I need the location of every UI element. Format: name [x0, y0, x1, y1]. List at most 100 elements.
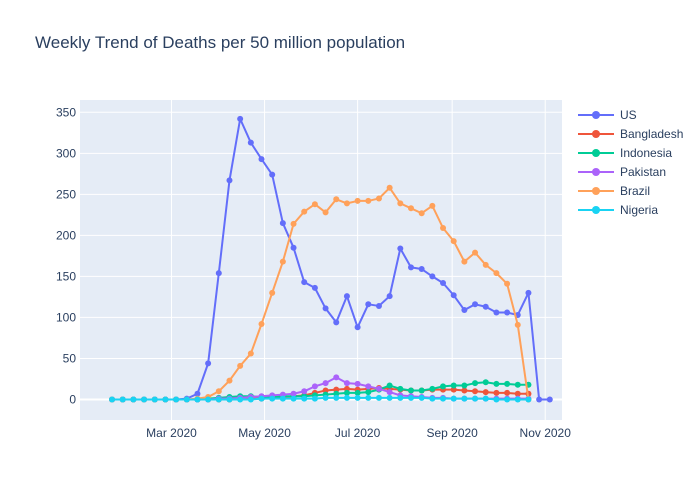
data-point — [418, 387, 425, 394]
data-point — [504, 309, 511, 316]
data-point — [493, 389, 500, 396]
x-tick-label: May 2020 — [238, 426, 291, 440]
legend-item[interactable]: Bangladesh — [578, 124, 683, 143]
data-point — [546, 396, 553, 403]
legend-swatch — [578, 110, 614, 120]
data-point — [440, 395, 447, 402]
data-point — [472, 388, 479, 395]
data-point — [333, 196, 340, 203]
data-point — [482, 379, 489, 386]
data-point — [461, 258, 468, 265]
data-point — [397, 245, 404, 252]
data-point — [504, 380, 511, 387]
data-point — [215, 270, 222, 277]
x-tick-labels: Mar 2020 May 2020 Jul 2020 Sep 2020 Nov 2020 — [146, 426, 571, 440]
legend-swatch — [578, 186, 614, 196]
data-point — [301, 208, 308, 215]
data-point — [386, 389, 393, 396]
data-point — [407, 394, 414, 401]
data-point — [343, 389, 350, 396]
data-point — [472, 395, 479, 402]
data-point — [151, 396, 158, 403]
data-point — [407, 205, 414, 212]
legend: US Bangladesh Indonesia Pakistan Brazil Niger… — [578, 105, 683, 219]
data-point — [450, 292, 457, 299]
data-point — [472, 301, 479, 308]
y-tick-label: 0 — [69, 392, 76, 406]
data-point — [397, 200, 404, 207]
data-point — [375, 302, 382, 309]
data-point — [141, 396, 148, 403]
data-point — [247, 350, 254, 357]
data-point — [493, 380, 500, 387]
data-point — [343, 394, 350, 401]
data-point — [482, 389, 489, 396]
data-point — [418, 266, 425, 273]
data-point — [354, 389, 361, 396]
data-point — [504, 389, 511, 396]
legend-item[interactable]: Nigeria — [578, 200, 683, 219]
data-point — [269, 395, 276, 402]
data-point — [301, 395, 308, 402]
data-point — [514, 396, 521, 403]
data-point — [397, 385, 404, 392]
data-point — [365, 383, 372, 390]
data-point — [472, 249, 479, 256]
data-point — [162, 396, 169, 403]
data-point — [493, 396, 500, 403]
data-point — [258, 321, 265, 327]
data-point — [365, 389, 372, 396]
data-point — [311, 395, 318, 402]
data-point — [493, 270, 500, 277]
data-point — [247, 396, 254, 403]
data-point — [525, 396, 532, 403]
data-point — [290, 244, 297, 251]
data-point — [504, 280, 511, 287]
data-point — [343, 200, 350, 207]
data-point — [429, 395, 436, 402]
data-point — [226, 377, 233, 384]
chart-title: Weekly Trend of Deaths per 50 million po… — [35, 33, 406, 52]
data-point — [301, 279, 308, 286]
data-point — [354, 394, 361, 401]
data-point — [205, 396, 212, 403]
data-point — [215, 396, 222, 403]
legend-item[interactable]: Indonesia — [578, 143, 683, 162]
data-point — [429, 273, 436, 280]
series-nigeria — [109, 394, 532, 403]
legend-item[interactable]: Pakistan — [578, 162, 683, 181]
data-point — [386, 293, 393, 300]
data-point — [279, 391, 286, 398]
data-point — [130, 396, 137, 403]
legend-swatch — [578, 129, 614, 139]
data-point — [482, 395, 489, 402]
data-point — [440, 279, 447, 286]
data-point — [279, 220, 286, 227]
data-point — [194, 390, 201, 397]
y-tick-labels: 0 50 100 150 200 250 300 350 — [56, 105, 76, 406]
data-point — [311, 383, 318, 390]
data-point — [418, 394, 425, 401]
data-point — [247, 139, 254, 146]
data-point — [450, 382, 457, 389]
plot-background — [80, 100, 562, 420]
data-point — [322, 209, 329, 216]
series-layer — [109, 115, 553, 403]
data-point — [311, 201, 318, 208]
data-point — [472, 380, 479, 387]
data-point — [461, 395, 468, 402]
data-point — [365, 394, 372, 401]
data-point — [354, 324, 361, 331]
data-point — [226, 177, 233, 184]
x-tick-label: Jul 2020 — [335, 426, 381, 440]
legend-item[interactable]: US — [578, 105, 683, 124]
data-point — [194, 396, 201, 403]
legend-swatch — [578, 167, 614, 177]
data-point — [525, 289, 532, 296]
data-point — [354, 380, 361, 387]
y-tick-label: 150 — [56, 269, 76, 283]
data-point — [365, 197, 372, 204]
data-point — [290, 220, 297, 227]
legend-item[interactable]: Brazil — [578, 181, 683, 200]
data-point — [514, 390, 521, 397]
